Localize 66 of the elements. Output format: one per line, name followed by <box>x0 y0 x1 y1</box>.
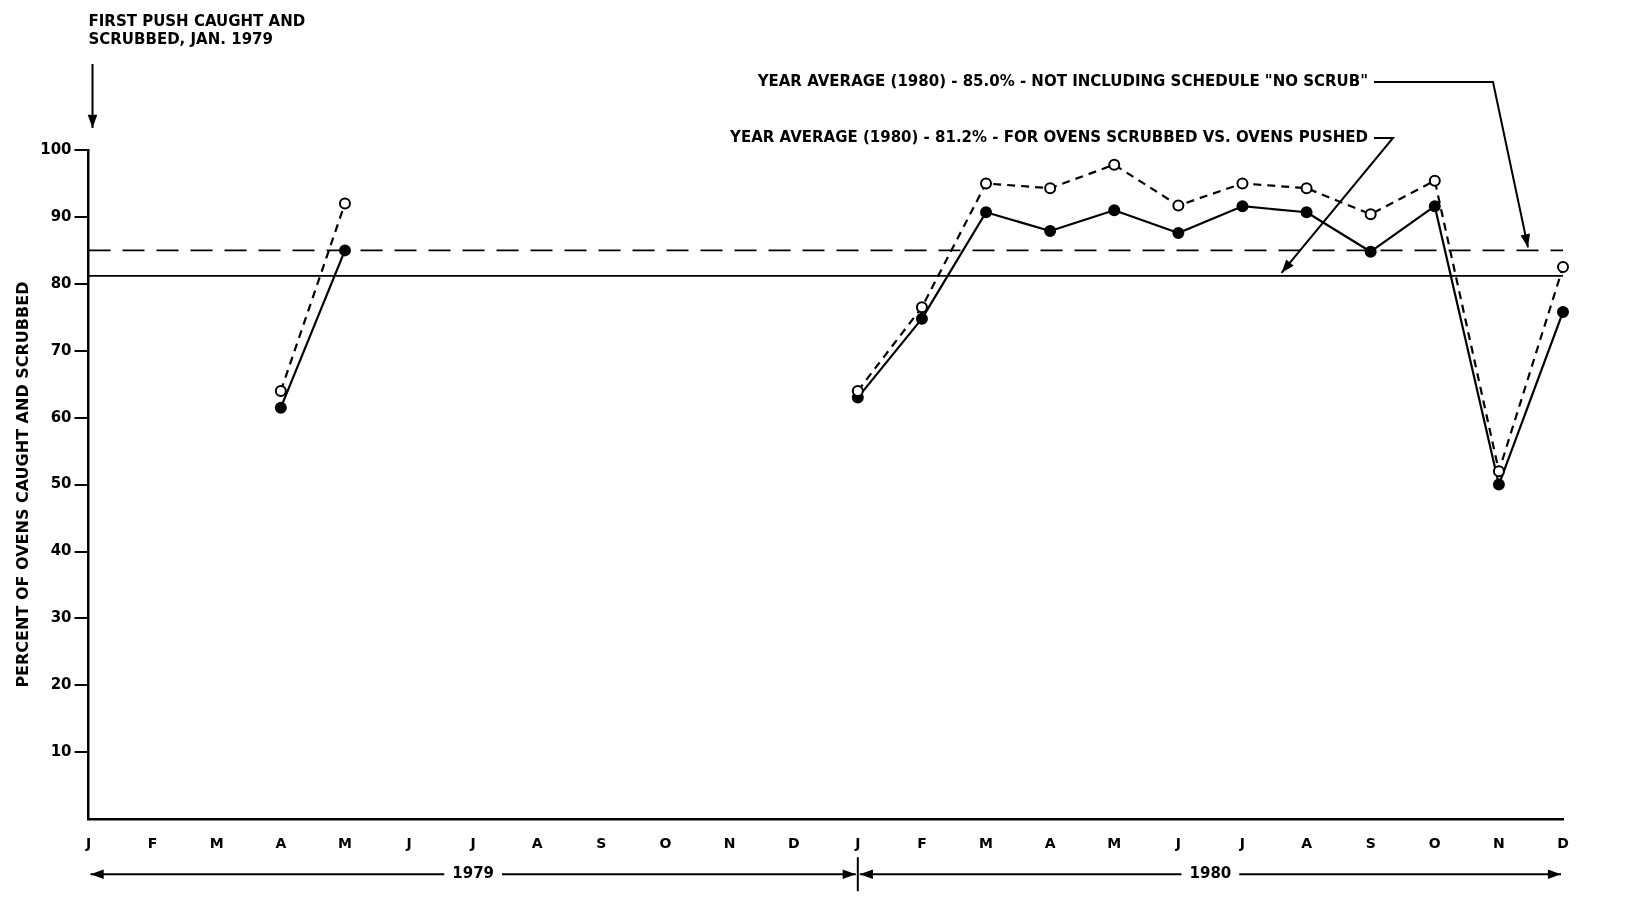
point <box>1236 200 1249 213</box>
point <box>1108 204 1121 217</box>
y-tick-label: 70 <box>50 340 72 359</box>
point <box>1557 261 1569 274</box>
x-tick-label: A <box>275 835 287 852</box>
point <box>1300 182 1313 195</box>
point <box>338 197 351 210</box>
point <box>1428 174 1441 187</box>
x-tick-label: J <box>469 835 476 852</box>
point <box>1492 465 1505 478</box>
point <box>980 206 993 219</box>
x-tick-label: M <box>979 835 993 852</box>
x-tick-label: S <box>596 835 607 852</box>
x-tick-label: O <box>1428 835 1441 852</box>
x-tick-label: A <box>531 835 543 852</box>
x-tick-label: N <box>723 835 736 852</box>
point <box>1364 208 1377 221</box>
x-tick-label: A <box>1301 835 1313 852</box>
y-tick-label: 60 <box>50 407 72 426</box>
y-tick-label: 30 <box>50 608 72 627</box>
y-tick-label: 100 <box>40 139 72 158</box>
point <box>1364 245 1377 258</box>
x-tick-label: D <box>1557 835 1569 852</box>
point <box>915 301 928 314</box>
x-tick-label: D <box>787 835 800 852</box>
y-tick-label: 80 <box>50 273 72 292</box>
text: FIRST PUSH CAUGHT AND SCRUBBED, JAN. 1979 <box>88 11 306 48</box>
y-axis-title: PERCENT OF OVENS CAUGHT AND SCRUBBED <box>12 281 32 688</box>
x-tick-label: O <box>659 835 672 852</box>
x-tick-label: J <box>854 835 861 852</box>
point <box>1300 206 1313 219</box>
point <box>1428 200 1441 213</box>
x-tick-label: S <box>1365 835 1376 852</box>
y-tick-label: 10 <box>50 742 72 761</box>
text: 1980 <box>1189 864 1232 883</box>
y-tick-label: 50 <box>50 474 72 493</box>
point <box>1044 224 1057 237</box>
ref-line-label: YEAR AVERAGE (1980) - 81.2% - FOR OVENS SCRUBBED VS. OVENS PUSHED <box>729 127 1368 146</box>
point <box>1108 158 1121 171</box>
point <box>1172 199 1185 212</box>
x-tick-label: M <box>209 835 224 852</box>
y-tick-label: 20 <box>50 675 72 694</box>
x-tick-label: F <box>147 835 158 852</box>
y-tick-label: 90 <box>50 206 72 225</box>
point <box>1044 182 1057 195</box>
x-tick-label: J <box>84 835 92 852</box>
x-tick-label: M <box>337 835 352 852</box>
y-tick-label: 40 <box>50 541 72 560</box>
x-tick-label: F <box>917 835 927 852</box>
x-tick-label: J <box>405 835 412 852</box>
point <box>915 312 928 325</box>
point <box>1557 305 1569 318</box>
x-tick-label: J <box>1238 835 1246 852</box>
point <box>338 244 351 257</box>
x-tick-label: N <box>1493 835 1505 852</box>
point <box>1492 478 1505 491</box>
point <box>1172 226 1185 239</box>
ref-line-label: YEAR AVERAGE (1980) - 85.0% - NOT INCLUDING SCHEDULE "NO SCRUB" <box>756 71 1368 90</box>
point <box>1236 177 1249 190</box>
x-tick-label: J <box>1174 835 1181 852</box>
text: 1979 <box>452 864 495 883</box>
point <box>980 177 993 190</box>
point <box>274 401 287 414</box>
point <box>274 384 287 397</box>
x-tick-label: M <box>1107 835 1122 852</box>
x-tick-label: A <box>1044 835 1056 852</box>
